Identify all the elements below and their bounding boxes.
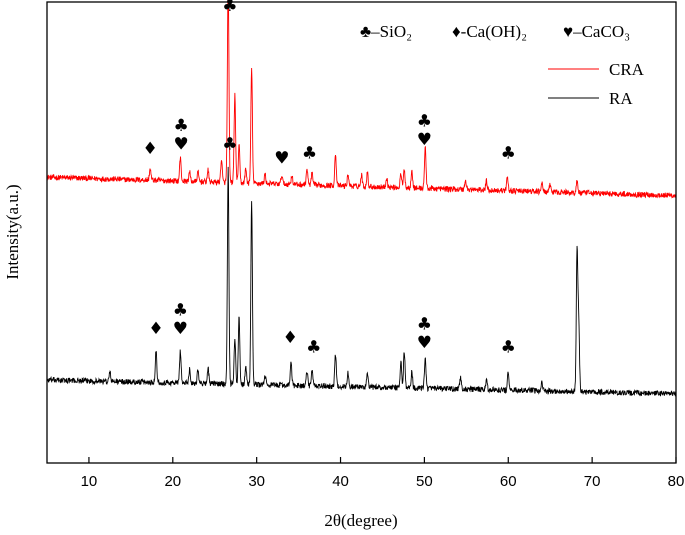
phase-marker: ♥ bbox=[174, 135, 189, 155]
x-ticks-layer: 10 20 30 40 50 60 70 80 bbox=[81, 457, 685, 490]
phase-marker: ♥ bbox=[417, 130, 432, 150]
x-tick-label: 70 bbox=[584, 473, 601, 490]
legend-label-cra: CRA bbox=[609, 60, 645, 79]
phase-marker: ♥ bbox=[417, 333, 432, 353]
legend: ♣–SiO₂ ♦-Ca(OH)₂ ♥–CaCO₃ CRA RA bbox=[360, 22, 645, 108]
phase-marker: ♣ bbox=[306, 337, 321, 357]
phase-marker: ♥ bbox=[173, 319, 188, 339]
phase-key: ♣–SiO₂ ♦-Ca(OH)₂ ♥–CaCO₃ bbox=[360, 22, 630, 41]
legend-label-ra: RA bbox=[609, 89, 633, 108]
x-tick-label: 50 bbox=[416, 473, 433, 490]
series-line-cra bbox=[46, 0, 677, 199]
series-layer bbox=[46, 0, 677, 397]
phase-marker: ♣ bbox=[501, 337, 516, 357]
phase-marker: ♣ bbox=[174, 116, 189, 136]
phase-marker: ♣ bbox=[222, 135, 237, 155]
phase-marker: ♥ bbox=[274, 148, 289, 168]
y-axis-label: Intensity(a.u.) bbox=[3, 184, 22, 279]
phase-marker: ♦ bbox=[283, 328, 298, 348]
x-tick-label: 80 bbox=[668, 473, 685, 490]
phase-marker: ♣ bbox=[417, 314, 432, 334]
x-tick-label: 10 bbox=[81, 473, 98, 490]
x-axis-label: 2θ(degree) bbox=[324, 511, 397, 530]
annotation-layer: ♣♦♣♥♥ ♣♣♥♣♣♦♣♥ ♦ ♣♣♥ ♣ bbox=[143, 0, 516, 357]
phase-marker: ♣ bbox=[222, 0, 237, 16]
phase-marker: ♣ bbox=[173, 300, 188, 320]
phase-key-item: ♥–CaCO₃ bbox=[563, 22, 630, 41]
phase-key-item: ♣–SiO₂ bbox=[360, 22, 412, 41]
x-tick-label: 40 bbox=[332, 473, 349, 490]
phase-marker: ♣ bbox=[501, 144, 516, 164]
phase-marker: ♦ bbox=[148, 319, 163, 339]
phase-marker: ♦ bbox=[143, 139, 158, 159]
x-tick-label: 30 bbox=[248, 473, 265, 490]
phase-marker: ♣ bbox=[302, 144, 317, 164]
phase-key-item: ♦-Ca(OH)₂ bbox=[452, 22, 527, 41]
x-tick-label: 20 bbox=[164, 473, 181, 490]
series-line-ra bbox=[46, 166, 677, 397]
plot-frame bbox=[46, 1, 677, 464]
x-tick-label: 60 bbox=[500, 473, 517, 490]
phase-marker: ♣ bbox=[417, 111, 432, 131]
